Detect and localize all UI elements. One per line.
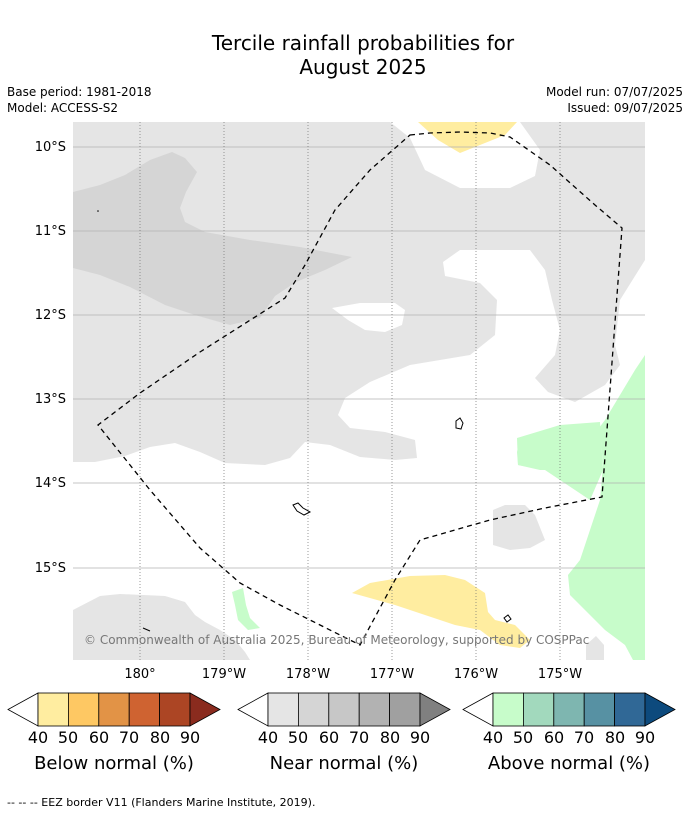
colorbar-segment [358, 692, 391, 727]
colorbar-segment [583, 692, 616, 727]
colorbar-segment [98, 692, 130, 727]
lat-label: 13°S [35, 392, 66, 407]
tick-label: 80 [379, 728, 401, 747]
tick-label: 80 [604, 728, 626, 747]
colorbar-extend-low [237, 692, 269, 727]
lon-label: 175°W [538, 667, 582, 682]
copyright-notice: © Commonwealth of Australia 2025, Bureau… [84, 633, 590, 647]
title-line-2: August 2025 [299, 55, 427, 79]
chart-title: Tercile rainfall probabilities for Augus… [0, 31, 690, 79]
below-normal-region-north [418, 122, 517, 153]
colorbar-extend-low [462, 692, 494, 727]
island-wallis [455, 417, 464, 430]
lat-gridlines [73, 146, 645, 569]
colorbar-below-normal [7, 692, 221, 727]
colorbar-segment [553, 692, 585, 727]
colorbar-near-normal [237, 692, 451, 727]
tick-label: 60 [543, 728, 565, 747]
colorbar-extend-high [419, 692, 451, 727]
lat-labels: 10°S 11°S 12°S 13°S 14°S 15°S [35, 140, 66, 576]
meta-left: Base period: 1981-2018 Model: ACCESS-S2 [7, 84, 152, 116]
eez-border [97, 131, 623, 646]
lon-labels: 180° 179°W 178°W 177°W 176°W 175°W [124, 667, 582, 682]
meta-right: Model run: 07/07/2025 Issued: 09/07/2025 [546, 84, 683, 116]
tick-label: 80 [149, 728, 171, 747]
tick-label: 50 [287, 728, 309, 747]
tick-label: 40 [257, 728, 279, 747]
lon-label: 177°W [370, 667, 414, 682]
island-small-south [503, 614, 512, 623]
colorbar-below-title: Below normal (%) [34, 753, 194, 774]
tick-label: 70 [118, 728, 140, 747]
colorbar-segment [492, 692, 524, 727]
title-line-1: Tercile rainfall probabilities for [211, 31, 515, 55]
colorbar-segment [297, 692, 330, 727]
colorbar-extend-high [189, 692, 221, 727]
below-normal-region-south [352, 575, 530, 648]
lon-label: 176°W [454, 667, 498, 682]
colorbar-segment [37, 692, 69, 727]
tick-label: 90 [634, 728, 656, 747]
colorbar-segment [159, 692, 191, 727]
white-hole [332, 303, 405, 332]
tick-label: 90 [179, 728, 201, 747]
tick-label: 50 [512, 728, 534, 747]
eez-legend-note: -- -- -- EEZ border V11 (Flanders Marine… [7, 796, 316, 809]
tick-label: 60 [88, 728, 110, 747]
tick-label: 50 [57, 728, 79, 747]
tick-label: 40 [27, 728, 49, 747]
near-normal-region-south-small [586, 636, 604, 660]
lat-label: 14°S [35, 476, 66, 491]
lon-label: 180° [124, 667, 155, 682]
island-small-southwest [142, 627, 151, 632]
colorbar-extend-low [7, 692, 39, 727]
above-normal-region-southwest [232, 588, 260, 630]
colorbar-above-title: Above normal (%) [487, 753, 651, 774]
colorbar-extend-high [644, 692, 676, 727]
colorbar-segment [328, 692, 360, 727]
tick-label: 90 [409, 728, 431, 747]
tick-label: 70 [348, 728, 370, 747]
lat-label: 11°S [35, 224, 66, 239]
tick-label: 40 [482, 728, 504, 747]
colorbar-segment [614, 692, 646, 727]
tick-label: 60 [318, 728, 340, 747]
near-normal-region-dark [73, 152, 352, 325]
near-normal-region-main [73, 122, 645, 465]
issued-date: Issued: 09/07/2025 [567, 101, 683, 115]
colorbar-segment [267, 692, 299, 727]
colorbar-segment [523, 692, 555, 727]
tick-label: 70 [573, 728, 595, 747]
colorbar-segment [68, 692, 100, 727]
lat-label: 15°S [35, 561, 66, 576]
lat-label: 10°S [35, 140, 66, 155]
lon-label: 179°W [202, 667, 246, 682]
colorbar-segment [389, 692, 421, 727]
island-dot [97, 210, 99, 212]
colorbar-segment [128, 692, 160, 727]
colorbar-above-normal [462, 692, 676, 727]
near-normal-region-southwest [73, 594, 250, 660]
model-name: Model: ACCESS-S2 [7, 101, 119, 115]
model-run: Model run: 07/07/2025 [545, 85, 683, 99]
lon-label: 178°W [286, 667, 330, 682]
base-period: Base period: 1981-2018 [7, 85, 152, 99]
map-plot-area [73, 122, 645, 660]
colorbar-near-title: Near normal (%) [269, 753, 419, 774]
lat-label: 12°S [35, 308, 66, 323]
island-vanua-levu-east [292, 502, 312, 516]
